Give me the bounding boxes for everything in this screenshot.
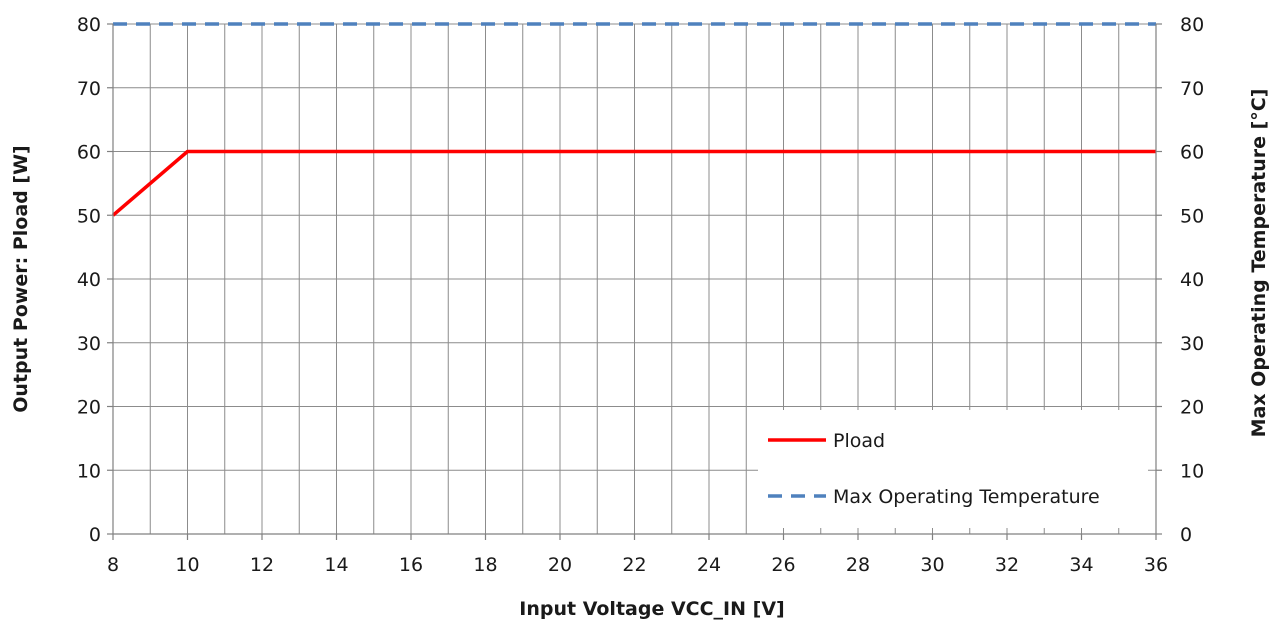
axes [107, 23, 1162, 540]
y2-tick-label: 80 [1180, 14, 1204, 36]
y2-axis-title: Max Operating Temperature [°C] [1248, 89, 1270, 438]
y2-tick-label: 60 [1180, 142, 1204, 164]
x-tick-label: 32 [995, 554, 1019, 576]
x-tick-label: 36 [1144, 554, 1168, 576]
y-tick-label: 10 [77, 460, 101, 482]
y-tick-label: 50 [77, 205, 101, 227]
y-tick-label: 80 [77, 14, 101, 36]
x-tick-label: 22 [622, 554, 646, 576]
x-tick-label: 30 [920, 554, 944, 576]
x-tick-label: 12 [250, 554, 274, 576]
y-tick-label: 30 [77, 333, 101, 355]
legend-box [758, 410, 1148, 528]
y-tick-label: 60 [77, 142, 101, 164]
y-tick-label: 40 [77, 269, 101, 291]
y2-tick-label: 50 [1180, 205, 1204, 227]
y2-tick-label: 40 [1180, 269, 1204, 291]
tick-labels: 8 10 12 14 16 18 20 22 24 26 28 30 32 34 36 0 10 20 30 40 50… [77, 14, 1204, 576]
x-tick-label: 20 [548, 554, 572, 576]
y2-tick-label: 20 [1180, 397, 1204, 419]
y-tick-label: 0 [89, 524, 101, 546]
series-line-pload [111, 149, 1156, 217]
y2-tick-label: 30 [1180, 333, 1204, 355]
x-tick-label: 24 [697, 554, 721, 576]
x-tick-label: 26 [771, 554, 795, 576]
plot-series [111, 22, 1156, 217]
x-tick-label: 28 [846, 554, 870, 576]
y2-tick-label: 10 [1180, 460, 1204, 482]
x-tick-label: 34 [1069, 554, 1093, 576]
x-tick-label: 10 [175, 554, 199, 576]
y-tick-label: 20 [77, 397, 101, 419]
x-tick-label: 8 [107, 554, 119, 576]
x-tick-label: 18 [473, 554, 497, 576]
y2-tick-label: 0 [1180, 524, 1192, 546]
y2-tick-label: 70 [1180, 78, 1204, 100]
y-axis-title: Output Power: Pload [W] [10, 145, 32, 412]
x-tick-label: 16 [399, 554, 423, 576]
legend-label-max-temp: Max Operating Temperature [833, 486, 1100, 508]
x-axis-title: Input Voltage VCC_IN [V] [519, 598, 784, 620]
legend: Pload Max Operating Temperature [758, 410, 1148, 528]
x-tick-label: 14 [324, 554, 348, 576]
y-tick-label: 70 [77, 78, 101, 100]
legend-label-pload: Pload [833, 430, 885, 452]
